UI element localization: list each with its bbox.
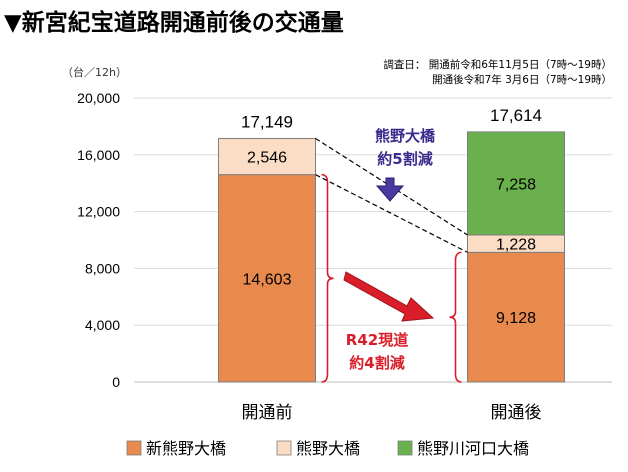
x-category-label: 開通後: [491, 403, 542, 423]
y-tick-label: 12,000: [77, 204, 120, 220]
legend-label: 新熊野大橋: [146, 439, 226, 458]
x-axis-labels: 開通前 開通後: [242, 403, 542, 423]
annotation-red-line2: 約4割減: [349, 354, 404, 372]
red-arrow: [343, 271, 435, 322]
bracket-after: [449, 251, 462, 383]
y-tick-label: 16,000: [77, 147, 120, 163]
legend-swatch: [126, 440, 142, 456]
y-axis-ticks: 0 4,000 8,000 12,000 16,000 20,000: [77, 90, 120, 390]
bar-segment: [467, 251, 565, 383]
bar-value-label: 7,258: [496, 176, 536, 193]
y-tick-label: 8,000: [85, 260, 120, 276]
bar-segment: [218, 137, 316, 176]
survey-note-before: 調査日： 開通前令和6年11月5日（7時～19時）: [383, 58, 612, 71]
red-brackets: [321, 173, 462, 383]
stacked-bars: 14,603 2,546 17,149 9,128 1,228 7,258 17,614: [218, 106, 565, 383]
legend: 新熊野大橋 熊野大橋 熊野川河口大橋: [126, 439, 529, 458]
legend-label: 熊野川河口大橋: [417, 439, 529, 458]
bar-value-label: 14,603: [243, 271, 292, 288]
connector-bottom: [315, 174, 468, 253]
bracket-before: [321, 173, 334, 383]
bar-segment: [467, 131, 565, 236]
y-unit-label: （台／12h）: [62, 65, 127, 79]
annotation-red-line1: R42現道: [346, 331, 408, 349]
bar-value-label: 1,228: [496, 237, 536, 254]
annotation-purple-line1: 熊野大橋: [375, 127, 436, 145]
bar-value-label: 9,128: [496, 310, 536, 327]
legend-label: 熊野大橋: [296, 439, 360, 458]
legend-swatch: [397, 440, 413, 456]
x-category-label: 開通前: [242, 403, 293, 423]
purple-down-arrow: [375, 177, 405, 202]
chart-title: ▼新宮紀宝道路開通前後の交通量: [4, 9, 344, 36]
y-tick-label: 0: [112, 374, 120, 390]
bar-segment: [218, 174, 316, 383]
y-tick-label: 20,000: [77, 90, 120, 106]
annotation-purple-line2: 約5割減: [377, 150, 432, 168]
y-tick-label: 4,000: [85, 317, 120, 333]
bar-total-label: 17,614: [490, 106, 542, 125]
legend-swatch: [276, 440, 292, 456]
bar-value-label: 2,546: [247, 150, 287, 167]
survey-note-after: 開通後令和7年 3月6日（7時～19時）: [432, 73, 612, 86]
bar-total-label: 17,149: [241, 112, 293, 131]
